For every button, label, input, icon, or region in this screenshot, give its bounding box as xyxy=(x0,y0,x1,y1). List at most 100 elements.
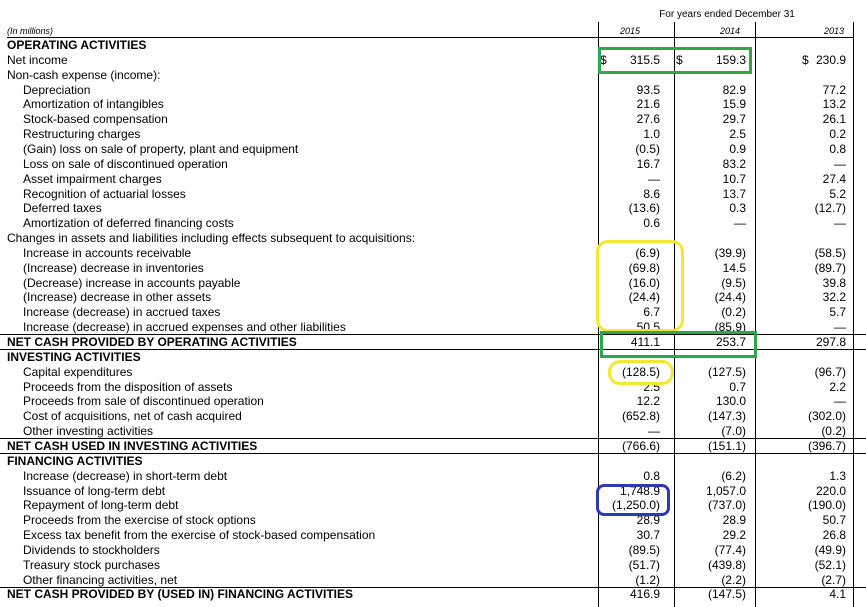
value-cell-2014: (24.4) xyxy=(676,290,746,305)
row-label: Amortization of deferred financing costs xyxy=(23,216,234,231)
value-number: 26.1 xyxy=(822,112,846,127)
value-number: (2.7) xyxy=(821,572,846,587)
row-label: NET CASH PROVIDED BY OPERATING ACTIVITIE… xyxy=(7,335,297,349)
value-number: (1.2) xyxy=(635,572,660,587)
value-number: (52.1) xyxy=(814,557,846,572)
value-number: 0.8 xyxy=(643,468,660,483)
value-cell-2014: 82.9 xyxy=(676,83,746,98)
value-cell-2015: 1,748.9 xyxy=(600,484,660,499)
row-label: OPERATING ACTIVITIES xyxy=(7,38,147,52)
value-cell-2015: (13.6) xyxy=(600,201,660,216)
highlight-working-capital xyxy=(596,240,684,332)
value-cell-2015: 93.5 xyxy=(600,83,660,98)
value-number: (6.2) xyxy=(721,468,746,483)
value-cell-2014: 1,057.0 xyxy=(676,484,746,499)
value-number: — xyxy=(648,424,660,439)
value-number: 12.2 xyxy=(636,394,660,409)
row-label: Increase in accounts receivable xyxy=(23,245,192,260)
row-label: Amortization of intangibles xyxy=(23,97,164,112)
value-cell-2015: (766.6) xyxy=(600,439,660,454)
value-number: 230.9 xyxy=(815,52,846,67)
value-number: (85.9) xyxy=(714,320,746,335)
value-cell-2014: (6.2) xyxy=(676,469,746,484)
value-number: (49.9) xyxy=(814,542,846,557)
value-cell-2013: $230.9 xyxy=(757,53,846,68)
value-cell-2013: 50.7 xyxy=(757,513,846,528)
year-2014-header: 2014 xyxy=(720,26,741,36)
value-number: 0.9 xyxy=(729,141,746,156)
value-cell-2014: 14.5 xyxy=(676,261,746,276)
value-cell-2014: 15.9 xyxy=(676,97,746,112)
table-row: (Increase) decrease in other assets (24.4… xyxy=(0,290,866,305)
value-cell-2014: 10.7 xyxy=(676,172,746,187)
table-row: FINANCING ACTIVITIES xyxy=(0,454,866,469)
value-cell-2015: 0.6 xyxy=(600,216,660,231)
value-number: 159.3 xyxy=(715,52,746,67)
table-row: Treasury stock purchases (51.7) (439.8) (52… xyxy=(0,558,866,573)
value-number: (89.5) xyxy=(628,542,660,557)
row-label: Stock-based compensation xyxy=(23,112,168,127)
table-row: (Gain) loss on sale of property, plant a… xyxy=(0,142,866,157)
value-number: (151.1) xyxy=(707,438,746,453)
table-row: OPERATING ACTIVITIES xyxy=(0,38,866,53)
value-number: 13.7 xyxy=(722,186,746,201)
value-cell-2014: (7.0) xyxy=(676,424,746,439)
row-label: (Decrease) increase in accounts payable xyxy=(23,275,241,290)
value-cell-2014: (147.3) xyxy=(676,409,746,424)
row-label: Issuance of long-term debt xyxy=(23,483,166,498)
value-number: 13.2 xyxy=(822,97,846,112)
value-number: (652.8) xyxy=(621,409,660,424)
row-label: Non-cash expense (income): xyxy=(7,67,161,82)
value-cell-2013: 297.8 xyxy=(757,335,846,350)
row-label: Increase (decrease) in short-term debt xyxy=(23,468,228,483)
table-row: Cost of acquisitions, net of cash acquir… xyxy=(0,409,866,424)
table-row: Stock-based compensation 27.6 29.7 26.1 xyxy=(0,112,866,127)
value-number: (9.5) xyxy=(721,275,746,290)
value-cell-2014: (77.4) xyxy=(676,543,746,558)
row-label: INVESTING ACTIVITIES xyxy=(7,349,141,364)
value-number: 5.7 xyxy=(829,305,846,320)
row-label: Repayment of long-term debt xyxy=(23,498,179,513)
table-row: Depreciation 93.5 82.9 77.2 xyxy=(0,83,866,98)
table-row: Repayment of long-term debt (1,250.0) (737… xyxy=(0,498,866,513)
row-label: Other investing activities xyxy=(23,424,154,439)
value-number: 130.0 xyxy=(715,394,746,409)
table-row: Net income $315.5 $159.3 $230.9 xyxy=(0,53,866,68)
value-cell-2015: (16.0) xyxy=(600,276,660,291)
value-cell-2014: 28.9 xyxy=(676,513,746,528)
value-number: 50.7 xyxy=(822,513,846,528)
table-row: Loss on sale of discontinued operation 16… xyxy=(0,157,866,172)
value-cell-2013: (190.0) xyxy=(757,498,846,513)
value-cell-2015: 8.6 xyxy=(600,187,660,202)
value-cell-2013: 220.0 xyxy=(757,484,846,499)
value-cell-2013: 0.2 xyxy=(757,127,846,142)
value-number: (69.8) xyxy=(628,260,660,275)
value-cell-2013: 32.2 xyxy=(757,290,846,305)
value-cell-2015: 416.9 xyxy=(600,587,660,602)
value-cell-2013: — xyxy=(757,157,846,172)
table-row: Increase (decrease) in accrued taxes 6.7 (… xyxy=(0,305,866,320)
value-number: (7.0) xyxy=(721,424,746,439)
value-cell-2014: 83.2 xyxy=(676,157,746,172)
row-label: Depreciation xyxy=(23,82,91,97)
value-cell-2014: 0.9 xyxy=(676,142,746,157)
value-number: 2.5 xyxy=(729,127,746,142)
value-cell-2013: 77.2 xyxy=(757,83,846,98)
value-cell-2015: 0.8 xyxy=(600,469,660,484)
table-row: Restructuring charges 1.0 2.5 0.2 xyxy=(0,127,866,142)
value-cell-2014: $159.3 xyxy=(676,53,746,68)
value-number: (51.7) xyxy=(628,557,660,572)
table-row: NET CASH PROVIDED BY (USED IN) FINANCING… xyxy=(0,587,866,602)
value-cell-2013: (12.7) xyxy=(757,201,846,216)
value-number: 77.2 xyxy=(822,82,846,97)
table-row: Other financing activities, net (1.2) (2.2… xyxy=(0,573,866,588)
table-row: (Decrease) increase in accounts payable (… xyxy=(0,276,866,291)
highlight-operating-cash xyxy=(600,331,757,358)
value-cell-2014: (39.9) xyxy=(676,246,746,261)
row-label: Proceeds from the exercise of stock opti… xyxy=(23,513,256,528)
row-label: Recognition of actuarial losses xyxy=(23,186,186,201)
value-cell-2015: 6.7 xyxy=(600,305,660,320)
header-rule xyxy=(7,37,853,38)
value-number: 39.8 xyxy=(822,275,846,290)
